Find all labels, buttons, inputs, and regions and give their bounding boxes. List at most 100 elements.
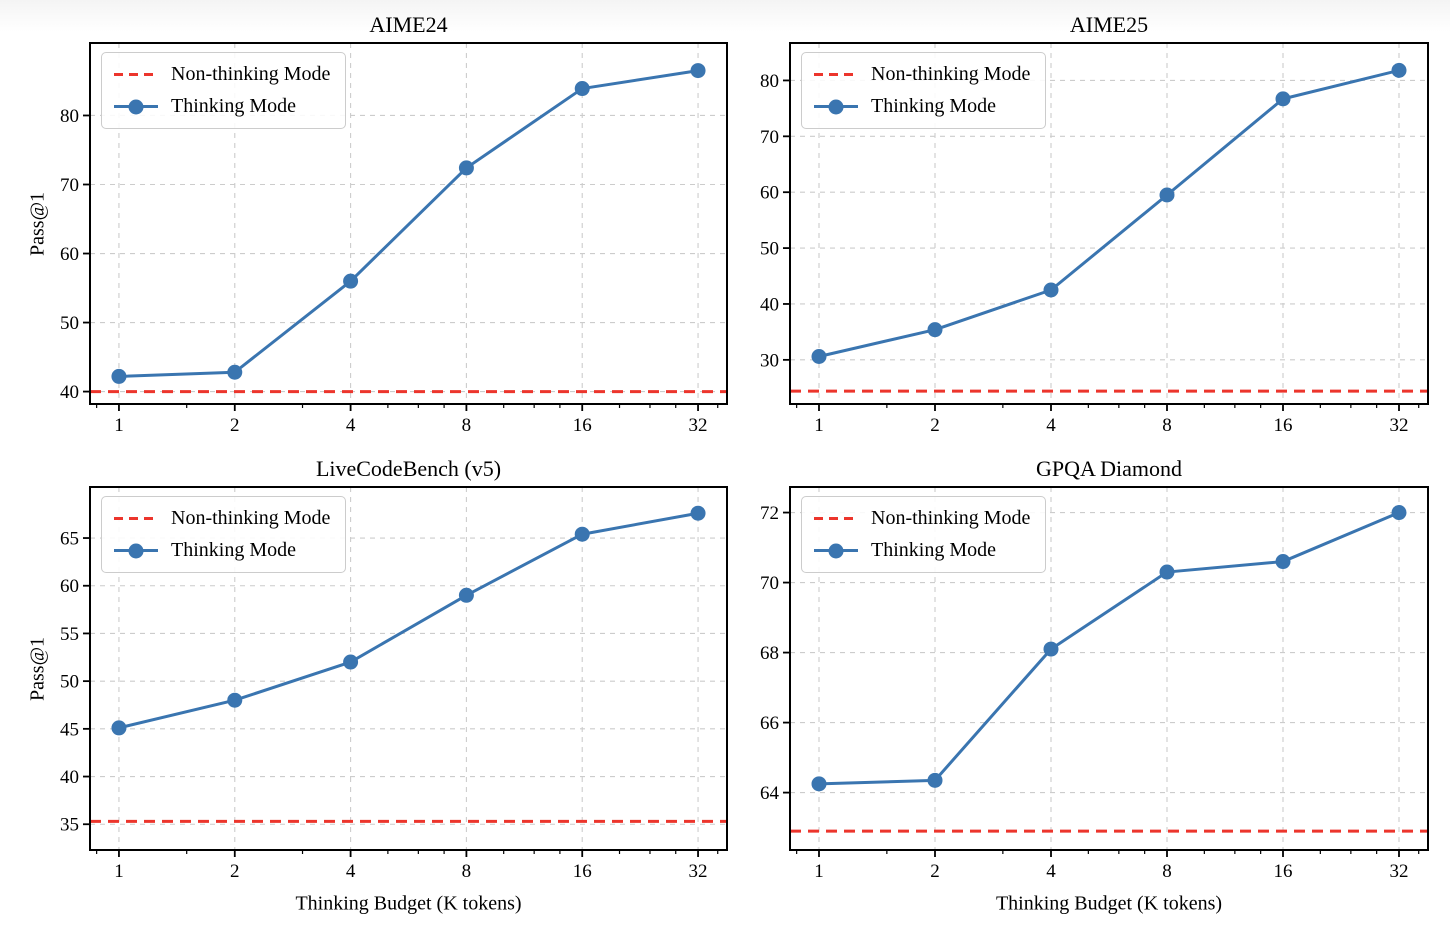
data-point-2k bbox=[927, 772, 943, 788]
data-point-16k bbox=[574, 81, 590, 97]
x-tick-label-4: 4 bbox=[346, 415, 356, 436]
y-tick-label-40: 40 bbox=[760, 294, 779, 315]
legend-label: Non-thinking Mode bbox=[171, 63, 331, 85]
axes-frame bbox=[89, 42, 728, 405]
data-point-2k bbox=[227, 692, 243, 708]
y-tick-label-68: 68 bbox=[760, 643, 779, 664]
chart-title-aime24: AIME24 bbox=[369, 12, 448, 37]
x-tick-label-32: 32 bbox=[689, 415, 708, 436]
x-tick-label-2: 2 bbox=[230, 415, 240, 436]
x-tick-label-1: 1 bbox=[114, 415, 124, 436]
legend-label: Thinking Mode bbox=[871, 95, 996, 117]
legend-item-thinking: Thinking Mode bbox=[114, 537, 330, 564]
data-point-1k bbox=[811, 776, 827, 792]
data-point-1k bbox=[111, 720, 127, 736]
legend-label: Non-thinking Mode bbox=[871, 63, 1031, 85]
x-tick-label-2: 2 bbox=[230, 861, 240, 882]
legend-item-non-thinking: Non-thinking Mode bbox=[114, 61, 330, 88]
y-tick-label-60: 60 bbox=[760, 183, 779, 204]
data-point-4k bbox=[343, 654, 359, 670]
legend-label: Thinking Mode bbox=[171, 539, 296, 561]
legend-label: Thinking Mode bbox=[871, 539, 996, 561]
x-tick-label-2: 2 bbox=[930, 415, 940, 436]
x-tick-label-8: 8 bbox=[462, 415, 472, 436]
red-dashed-line-swatch bbox=[114, 517, 158, 520]
blue-line-marker-swatch bbox=[814, 99, 858, 114]
x-tick-label-1: 1 bbox=[114, 861, 124, 882]
x-tick-label-1: 1 bbox=[814, 861, 824, 882]
axes-frame bbox=[789, 42, 1429, 405]
x-tick-label-8: 8 bbox=[462, 861, 472, 882]
x-tick-label-2: 2 bbox=[930, 861, 940, 882]
x-tick-label-8: 8 bbox=[1162, 861, 1172, 882]
x-tick-label-4: 4 bbox=[1046, 415, 1056, 436]
legend: Non-thinking Mode Thinking Mode bbox=[801, 52, 1047, 129]
data-point-2k bbox=[227, 364, 243, 380]
y-tick-label-66: 66 bbox=[760, 713, 779, 734]
y-tick-label-40: 40 bbox=[60, 382, 79, 403]
x-axis-label-thinking-budget: Thinking Budget (K tokens) bbox=[295, 892, 522, 915]
blue-line-marker-swatch bbox=[814, 543, 858, 558]
data-point-32k bbox=[1391, 505, 1407, 521]
red-dashed-line-swatch bbox=[114, 73, 158, 76]
y-tick-label-50: 50 bbox=[60, 672, 79, 693]
data-point-8k bbox=[1159, 564, 1175, 580]
data-point-4k bbox=[343, 273, 359, 289]
y-tick-label-64: 64 bbox=[760, 783, 780, 804]
marker-dot-icon bbox=[828, 543, 844, 558]
plot-livecodebench-v5: 1 2 4 8 16 32 35 40 45 50 55 60 65 bbox=[60, 486, 728, 882]
y-tick-label-80: 80 bbox=[60, 106, 79, 127]
marker-dot-icon bbox=[128, 543, 144, 558]
y-tick-label-45: 45 bbox=[60, 719, 79, 740]
thinking-line bbox=[818, 511, 1400, 786]
y-axis-label-pass-at-1: Pass@1 bbox=[26, 191, 49, 256]
data-point-4k bbox=[1043, 282, 1059, 298]
x-tick-label-32: 32 bbox=[689, 861, 708, 882]
x-tick-label-32: 32 bbox=[1390, 415, 1409, 436]
y-tick-label-50: 50 bbox=[60, 313, 79, 334]
x-tick-label-8: 8 bbox=[1162, 415, 1172, 436]
y-tick-label-35: 35 bbox=[60, 815, 79, 836]
data-point-32k bbox=[690, 505, 706, 521]
axes-frame bbox=[89, 486, 728, 851]
legend-item-thinking: Thinking Mode bbox=[114, 93, 330, 120]
y-axis-label-pass-at-1: Pass@1 bbox=[26, 636, 49, 701]
data-point-8k bbox=[458, 587, 474, 603]
legend: Non-thinking Mode Thinking Mode bbox=[101, 496, 347, 573]
y-tick-label-55: 55 bbox=[60, 624, 79, 645]
data-point-16k bbox=[1275, 554, 1291, 570]
data-point-16k bbox=[574, 526, 590, 542]
legend-label: Thinking Mode bbox=[171, 95, 296, 117]
data-point-8k bbox=[1159, 187, 1175, 203]
legend-item-thinking: Thinking Mode bbox=[814, 537, 1030, 564]
data-point-1k bbox=[111, 368, 127, 384]
y-tick-label-70: 70 bbox=[760, 127, 779, 148]
thinking-line bbox=[118, 511, 699, 730]
legend-item-non-thinking: Non-thinking Mode bbox=[814, 505, 1030, 532]
data-point-32k bbox=[690, 63, 706, 79]
blue-line-marker-swatch bbox=[114, 99, 158, 114]
axes-frame bbox=[789, 486, 1429, 851]
data-point-2k bbox=[927, 322, 943, 338]
data-point-32k bbox=[1391, 62, 1407, 78]
legend: Non-thinking Mode Thinking Mode bbox=[101, 52, 347, 129]
data-point-8k bbox=[458, 160, 474, 176]
legend-item-non-thinking: Non-thinking Mode bbox=[814, 61, 1030, 88]
legend-item-thinking: Thinking Mode bbox=[814, 93, 1030, 120]
x-tick-label-16: 16 bbox=[1273, 415, 1292, 436]
legend-label: Non-thinking Mode bbox=[171, 507, 331, 529]
chart-title-gpqa-diamond: GPQA Diamond bbox=[1035, 456, 1183, 481]
x-axis-label-thinking-budget: Thinking Budget (K tokens) bbox=[995, 892, 1223, 915]
chart-title-livecodebench: LiveCodeBench (v5) bbox=[315, 456, 502, 481]
y-tick-label-40: 40 bbox=[60, 767, 79, 788]
data-point-16k bbox=[1275, 91, 1291, 107]
legend: Non-thinking Mode Thinking Mode bbox=[801, 496, 1047, 573]
plot-aime25: 1 2 4 8 16 32 30 40 50 60 70 80 bbox=[760, 42, 1429, 436]
x-tick-label-32: 32 bbox=[1390, 861, 1409, 882]
y-tick-label-70: 70 bbox=[760, 573, 779, 594]
x-tick-label-4: 4 bbox=[346, 861, 356, 882]
thinking-line bbox=[118, 69, 699, 378]
x-tick-label-16: 16 bbox=[573, 415, 592, 436]
